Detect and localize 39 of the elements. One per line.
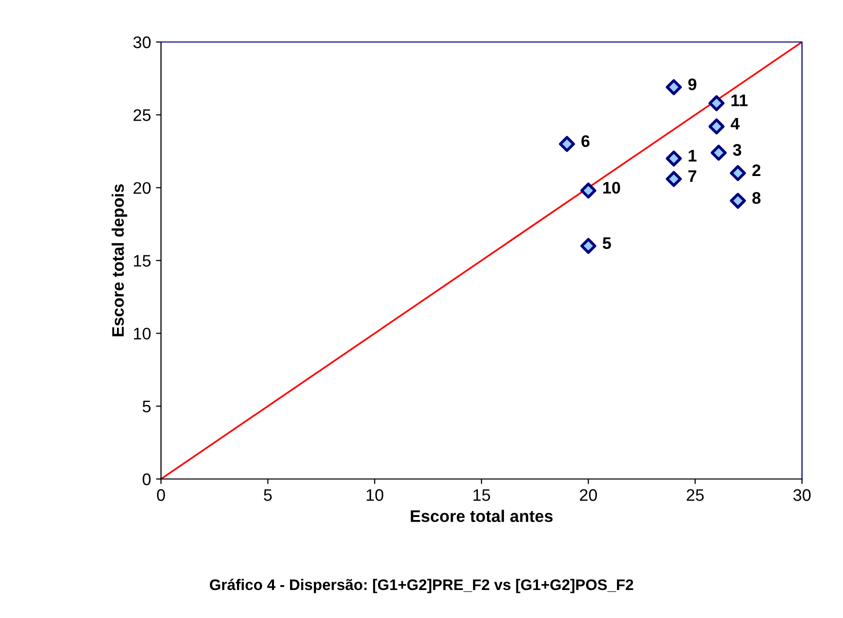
annotation: 2 <box>752 164 760 176</box>
annotation: 4 <box>730 118 740 130</box>
y-tick-label: 20 <box>134 182 151 194</box>
point <box>666 150 682 167</box>
y-tick-label: 15 <box>134 255 151 267</box>
point <box>708 118 725 134</box>
x-axis-title: Escore total antes <box>410 510 553 522</box>
x-tick-label: 20 <box>580 489 597 501</box>
point <box>710 144 727 161</box>
annotation: 9 <box>688 78 696 90</box>
text: Gráfico 4 - Dispersão: [G1+G2]PRE_F2 vs [G1+G2]POS_F2 <box>210 578 634 594</box>
point <box>580 238 596 254</box>
point <box>666 170 682 187</box>
annotation: 7 <box>688 170 696 182</box>
annotation: 10 <box>603 182 620 194</box>
y-tick-label: 0 <box>142 473 151 486</box>
annotation: 6 <box>581 135 590 148</box>
x-tick-label: 5 <box>264 489 272 501</box>
annotation: 1 <box>688 150 696 162</box>
x-tick-label: 15 <box>474 489 490 501</box>
annotation: 11 <box>731 94 748 106</box>
point <box>730 192 746 209</box>
y-axis-title: Escore total depois <box>112 184 128 336</box>
y-tick-label: 30 <box>133 36 151 48</box>
annotation: 3 <box>732 144 742 156</box>
x-tick-label: 25 <box>686 489 704 501</box>
y-tick-label: 10 <box>134 328 151 340</box>
point <box>708 95 725 112</box>
point <box>558 136 575 152</box>
x-tick-label: 0 <box>157 489 165 501</box>
y-tick-label: 5 <box>142 400 151 412</box>
y-tick-label: 25 <box>134 109 151 122</box>
x-tick-label: 30 <box>793 489 811 501</box>
point <box>666 79 682 96</box>
point <box>730 165 746 182</box>
point <box>580 182 596 199</box>
annotation: 8 <box>752 192 761 204</box>
annotation: 5 <box>602 237 612 250</box>
x-tick-label: 10 <box>366 489 384 501</box>
